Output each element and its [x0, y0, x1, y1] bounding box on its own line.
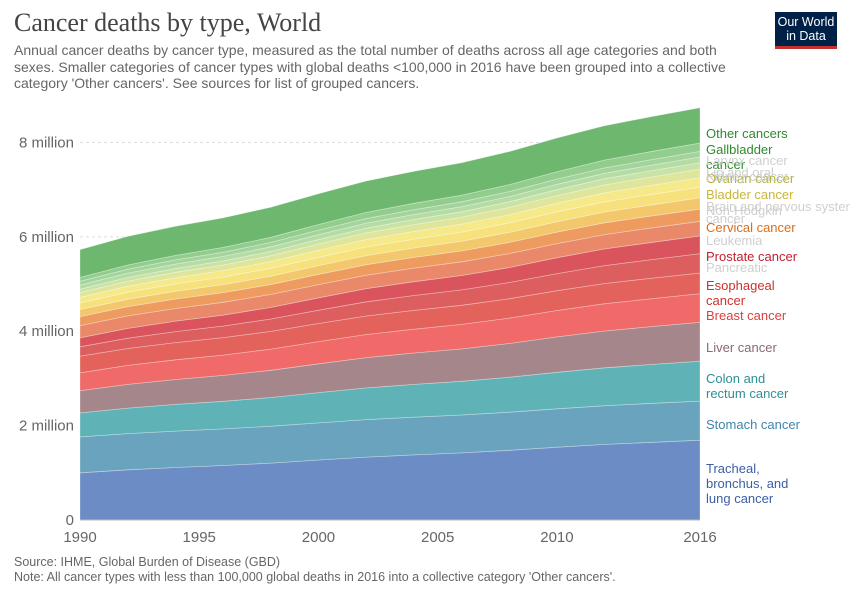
chart-title: Cancer deaths by type, World [14, 8, 322, 37]
series-label: rectum cancer [706, 386, 789, 401]
y-axis: 0 2 million 4 million 6 million 8 million [19, 134, 74, 529]
chart-subtitle: Annual cancer deaths by cancer type, mea… [14, 42, 726, 91]
area-cervical-cancer [79, 208, 701, 327]
x-tick-label: 2010 [540, 529, 573, 546]
series-label: bronchus, and [706, 476, 788, 491]
series-label: Breast cancer [706, 308, 787, 323]
series-label: Liver cancer [706, 340, 777, 355]
x-tick-label: 1995 [183, 529, 216, 546]
area-lip-and-oral-cavity-cancer [79, 156, 701, 290]
y-tick-label: 6 million [19, 229, 74, 246]
note-text: Note: All cancer types with less than 10… [14, 570, 616, 584]
area-liver-cancer [79, 321, 701, 414]
series-label: Colon and [706, 371, 765, 386]
y-tick-label: 0 [66, 512, 74, 529]
area-colon-and-rectum-cancer [79, 360, 701, 438]
y-tick-label: 8 million [19, 134, 74, 151]
area-other-cancers [79, 107, 701, 278]
area-breast-cancer [79, 293, 701, 392]
series-label: Lip and oral [706, 165, 774, 180]
x-tick-label: 2000 [302, 529, 335, 546]
series-label: Ovarian cancer [706, 171, 795, 186]
series-label: Cervical cancer [706, 220, 796, 235]
source-text: Source: IHME, Global Burden of Disease (… [14, 555, 281, 569]
area-stomach-cancer [79, 400, 701, 474]
x-tick-label: 2005 [421, 529, 454, 546]
series-label: Esophageal [706, 278, 775, 293]
series-label: Other cancers [706, 126, 788, 141]
series-label: cancer [706, 157, 746, 172]
series-label: Pancreatic [706, 260, 768, 275]
footer: Source: IHME, Global Burden of Disease (… [14, 555, 616, 585]
series-label: Kidney cancer [706, 169, 789, 184]
series-areas [79, 107, 701, 521]
series-label: cancer [706, 211, 746, 226]
series-label: Stomach cancer [706, 417, 801, 432]
series-label: Prostate cancer [706, 249, 798, 264]
area-esophageal-cancer [79, 272, 701, 374]
series-label: Leukemia [706, 233, 763, 248]
area-leukemia [79, 220, 701, 339]
series-label: lung cancer [706, 491, 774, 506]
y-tick-label: 2 million [19, 418, 74, 435]
series-label: cancer [706, 293, 746, 308]
series-label: Tracheal, [706, 461, 760, 476]
x-tick-label: 1990 [63, 529, 96, 546]
owid-logo[interactable]: Our World in Data [775, 12, 837, 49]
series-label: Bladder cancer [706, 187, 794, 202]
series-label: Brain and nervous system [706, 199, 850, 214]
x-tick-label: 2016 [683, 529, 716, 546]
logo-line-2: in Data [786, 29, 826, 43]
y-tick-label: 4 million [19, 323, 74, 340]
series-label: Gallbladder [706, 142, 773, 157]
series-label: Larynx cancer [706, 153, 788, 168]
area-prostate-cancer [79, 235, 701, 348]
x-axis: 1990 1995 2000 2005 2010 2016 [63, 519, 717, 546]
area-brain-and-nervous-system-cancer [79, 186, 701, 310]
series-label: Non-Hodgkin [706, 203, 782, 218]
logo-line-1: Our World [777, 15, 835, 29]
